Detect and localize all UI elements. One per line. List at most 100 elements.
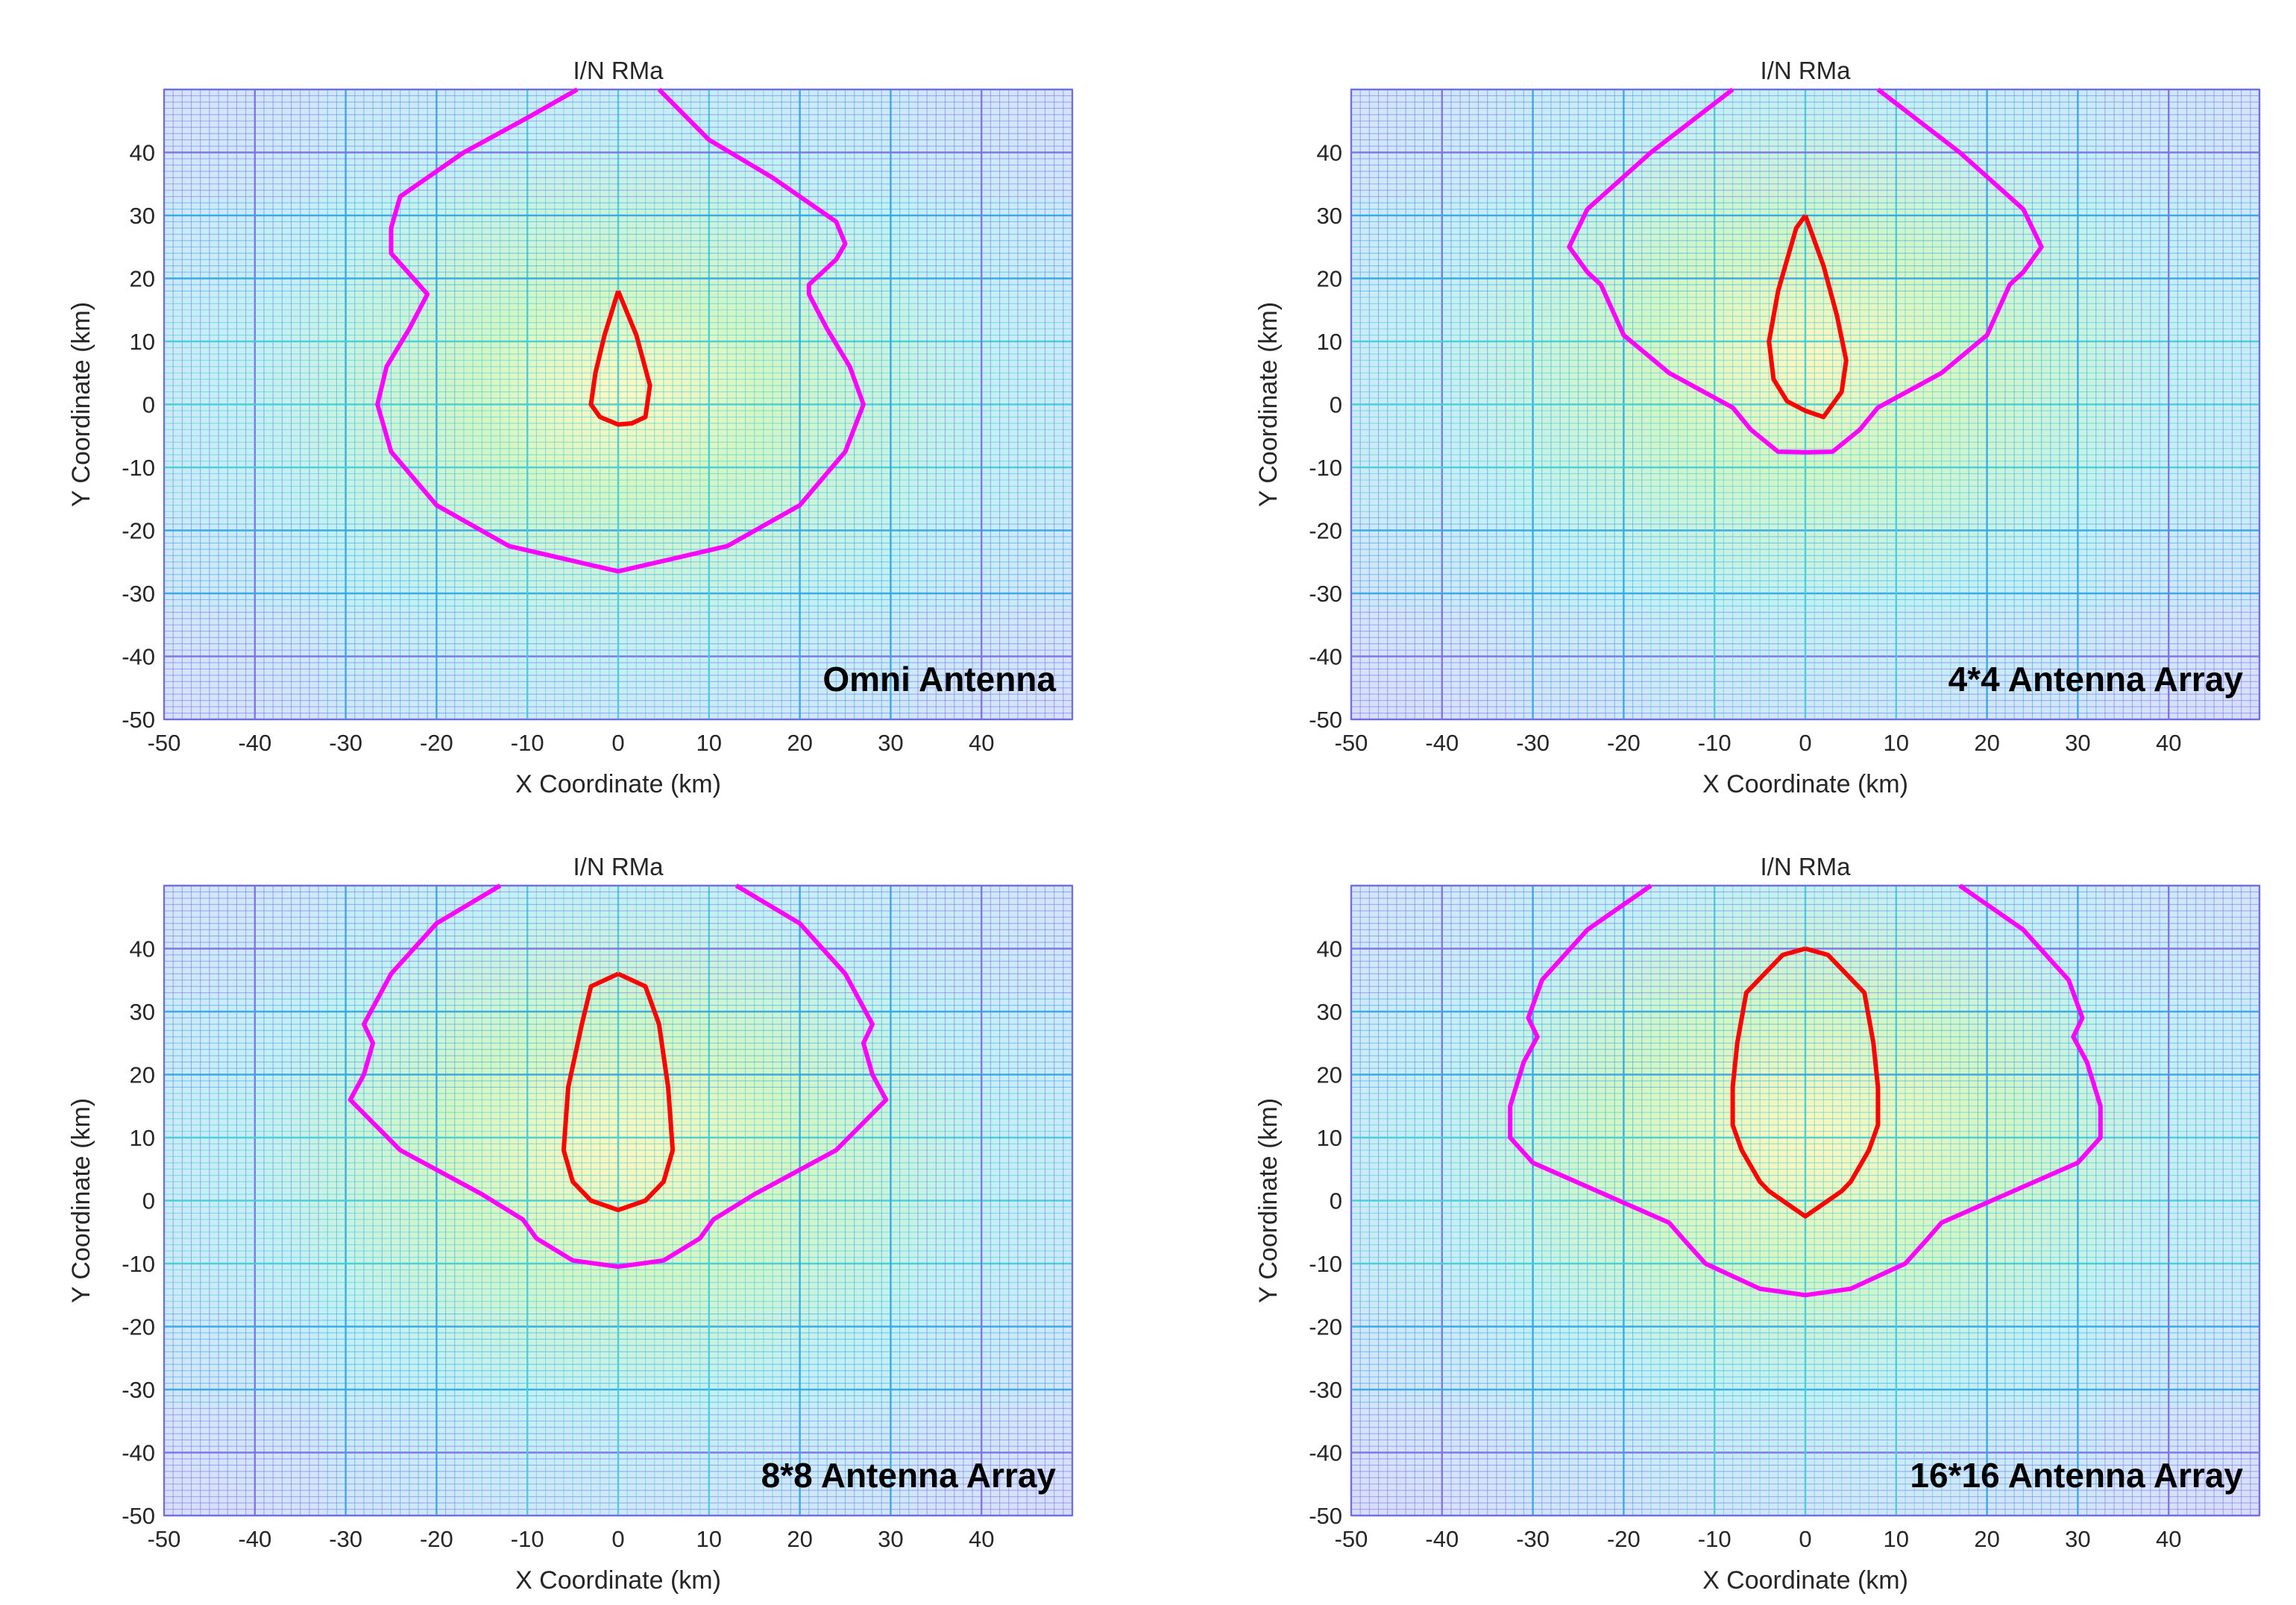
x-tick-label: -10 xyxy=(511,1526,544,1552)
y-tick-label: -50 xyxy=(1309,1503,1342,1529)
x-tick-labels: -50 -40 -30 -20 -10 0 10 20 30 40 xyxy=(1335,730,2182,756)
y-axis-label: Y Coordinate (km) xyxy=(67,1098,95,1303)
axes-frame xyxy=(163,885,1073,1516)
y-tick-label: 10 xyxy=(130,329,155,355)
outer-contour-line xyxy=(347,883,889,1270)
x-axis-label: X Coordinate (km) xyxy=(1702,1566,1908,1595)
y-tick-label: 40 xyxy=(1317,140,1342,166)
x-tick-label: 20 xyxy=(1974,730,1999,756)
y-axis-label: Y Coordinate (km) xyxy=(1254,302,1283,507)
x-tick-label: 30 xyxy=(878,1526,903,1552)
y-tick-label: -20 xyxy=(122,518,155,544)
y-tick-label: 20 xyxy=(1317,1062,1342,1088)
y-axis-label: Y Coordinate (km) xyxy=(1254,1098,1283,1303)
y-tick-label: 20 xyxy=(130,266,155,292)
x-tick-label: -20 xyxy=(1607,1526,1641,1552)
y-tick-label: 0 xyxy=(1330,392,1342,418)
x-tick-label: 40 xyxy=(969,1526,994,1552)
y-tick-label: -40 xyxy=(1309,1440,1342,1466)
x-tick-label: -40 xyxy=(1425,730,1459,756)
x-axis-label: X Coordinate (km) xyxy=(515,770,721,798)
y-tick-label: 30 xyxy=(1317,203,1342,229)
x-tick-label: -50 xyxy=(1335,1526,1368,1552)
x-tick-label: -40 xyxy=(238,1526,271,1552)
y-tick-label: -20 xyxy=(1309,518,1342,544)
y-tick-labels: -50 -40 -30 -20 -10 0 10 20 30 40 xyxy=(122,140,155,734)
chart-title: I/N RMa xyxy=(573,57,664,84)
x-tick-label: -20 xyxy=(420,1526,453,1552)
y-tick-labels: -50 -40 -30 -20 -10 0 10 20 30 40 xyxy=(1309,140,1342,734)
chart-title: I/N RMa xyxy=(573,853,664,880)
y-tick-label: -20 xyxy=(1309,1314,1342,1340)
y-tick-label: 30 xyxy=(130,999,155,1025)
x-tick-label: -10 xyxy=(1698,730,1732,756)
y-tick-label: -50 xyxy=(1309,707,1342,733)
x-axis-label: X Coordinate (km) xyxy=(1702,770,1908,798)
x-tick-label: -10 xyxy=(1698,1526,1732,1552)
antenna-type-label: 16*16 Antenna Array xyxy=(1910,1456,2243,1495)
x-tick-label: -50 xyxy=(1335,730,1368,756)
antenna-type-label: 4*4 Antenna Array xyxy=(1949,660,2244,699)
x-tick-label: -20 xyxy=(420,730,453,756)
chart-title: I/N RMa xyxy=(1760,57,1851,84)
axes-frame xyxy=(1350,89,2260,720)
x-tick-label: 40 xyxy=(969,730,994,756)
axes-frame xyxy=(163,89,1073,720)
chart-panel-8x8: -50 -40 -30 -20 -10 0 10 20 30 40 -50 -40 -30 -20 -10… xyxy=(67,853,1074,1595)
y-tick-label: -10 xyxy=(122,455,155,481)
y-tick-label: -30 xyxy=(122,581,155,607)
y-tick-label: -50 xyxy=(122,707,155,733)
inner-contour-line xyxy=(561,971,676,1213)
y-tick-label: 0 xyxy=(142,1188,155,1214)
x-tick-label: -30 xyxy=(329,1526,362,1552)
grid-lines xyxy=(1350,88,2261,721)
y-tick-label: -50 xyxy=(122,1503,155,1529)
x-tick-label: 10 xyxy=(696,730,722,756)
y-tick-label: 20 xyxy=(1317,266,1342,292)
y-tick-label: 10 xyxy=(1317,329,1342,355)
chart-title: I/N RMa xyxy=(1760,853,1851,880)
chart-panel-4x4: -50 -40 -30 -20 -10 0 10 20 30 40 -50 -40 -30 -20 -10… xyxy=(1254,57,2261,798)
y-tick-label: 40 xyxy=(130,936,155,962)
x-tick-label: 10 xyxy=(1884,1526,1909,1552)
outer-contour-line xyxy=(1508,883,2103,1298)
y-tick-label: -40 xyxy=(122,1440,155,1466)
x-tick-label: 0 xyxy=(611,730,624,756)
x-tick-label: 0 xyxy=(1799,1526,1811,1552)
x-tick-label: 20 xyxy=(787,730,812,756)
x-tick-label: -30 xyxy=(329,730,362,756)
y-tick-label: 0 xyxy=(1330,1188,1342,1214)
x-tick-label: -20 xyxy=(1607,730,1641,756)
x-tick-label: 40 xyxy=(2156,1526,2181,1552)
y-tick-label: 0 xyxy=(142,392,155,418)
grid-lines xyxy=(163,884,1074,1517)
axes-frame xyxy=(1350,885,2260,1516)
x-tick-labels: -50 -40 -30 -20 -10 0 10 20 30 40 xyxy=(1335,1526,2182,1552)
x-axis-label: X Coordinate (km) xyxy=(515,1566,721,1595)
y-tick-label: 30 xyxy=(1317,999,1342,1025)
y-tick-label: -30 xyxy=(1309,581,1342,607)
y-tick-labels: -50 -40 -30 -20 -10 0 10 20 30 40 xyxy=(1309,936,1342,1530)
antenna-type-label: 8*8 Antenna Array xyxy=(761,1456,1057,1495)
x-tick-label: 30 xyxy=(2065,730,2090,756)
y-tick-label: 40 xyxy=(1317,936,1342,962)
chart-panel-16x16: -50 -40 -30 -20 -10 0 10 20 30 40 -50 -40 -30 -20 -10… xyxy=(1254,853,2261,1595)
inner-contour-line xyxy=(588,290,652,427)
x-tick-label: 0 xyxy=(611,1526,624,1552)
x-tick-labels: -50 -40 -30 -20 -10 0 10 20 30 40 xyxy=(148,730,995,756)
x-tick-label: 10 xyxy=(696,1526,722,1552)
y-tick-labels: -50 -40 -30 -20 -10 0 10 20 30 40 xyxy=(122,936,155,1530)
y-tick-label: -40 xyxy=(122,644,155,670)
antenna-type-label: Omni Antenna xyxy=(823,660,1056,699)
x-tick-label: 0 xyxy=(1799,730,1811,756)
y-tick-label: -10 xyxy=(122,1251,155,1277)
x-tick-label: -40 xyxy=(238,730,271,756)
x-tick-label: -10 xyxy=(511,730,544,756)
y-tick-label: -20 xyxy=(122,1314,155,1340)
y-tick-label: -30 xyxy=(122,1377,155,1403)
y-axis-label: Y Coordinate (km) xyxy=(67,302,95,507)
y-tick-label: 10 xyxy=(1317,1125,1342,1151)
x-tick-label: -50 xyxy=(148,730,181,756)
x-tick-label: 40 xyxy=(2156,730,2181,756)
